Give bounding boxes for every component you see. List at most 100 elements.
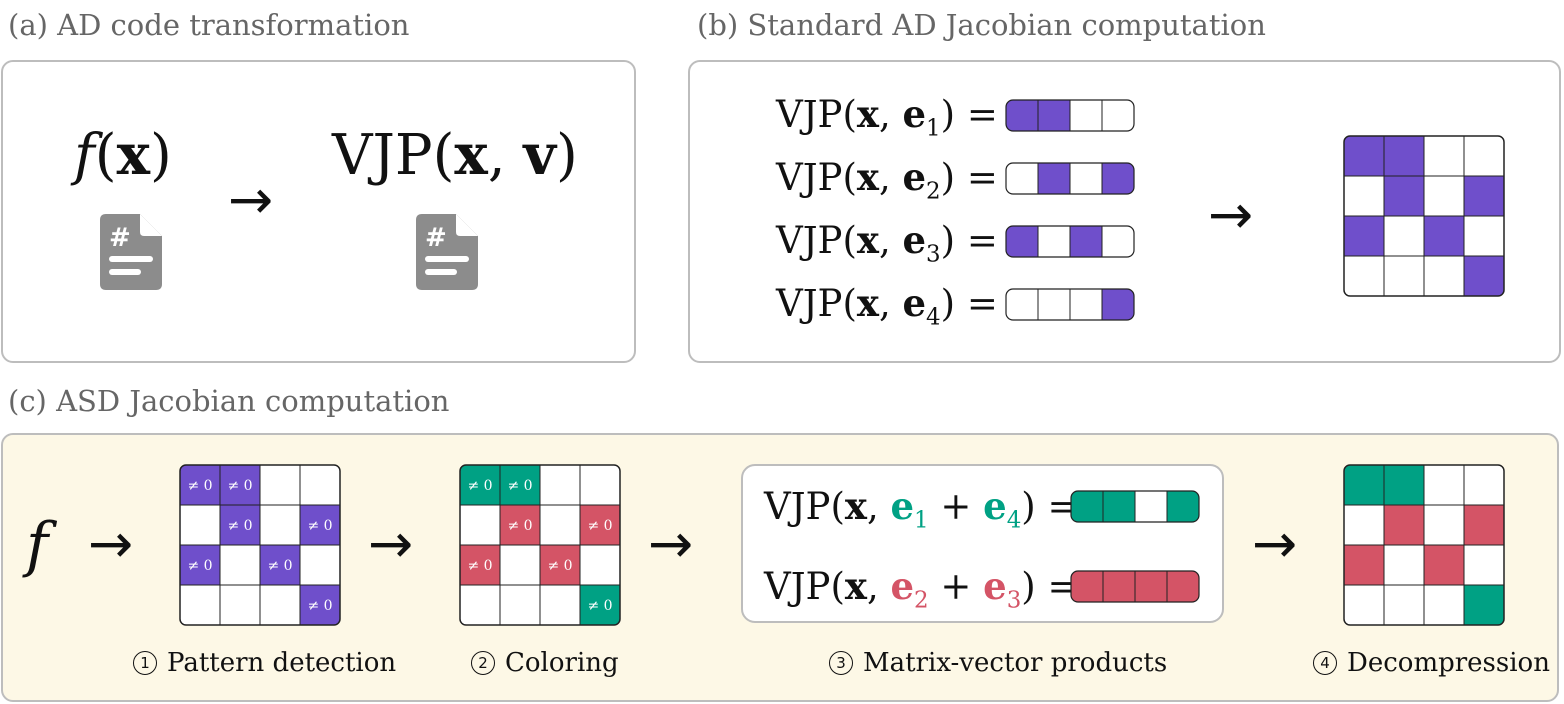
nonzero-label: ≠ 0 — [587, 598, 612, 614]
arrow-4: → — [1252, 512, 1298, 575]
matrix-cell — [180, 465, 221, 506]
vector-cell — [1069, 289, 1103, 320]
matrix-cell — [460, 584, 501, 625]
matrix-cell — [1383, 504, 1425, 546]
vector-cell — [1006, 226, 1039, 257]
vjp-result-vector — [1005, 162, 1135, 195]
step-number-badge: 3 — [829, 651, 853, 675]
vjp-x-v-label: VJP(x, v) — [332, 122, 578, 188]
panel-b — [688, 60, 1561, 363]
coloring-matrix: ≠ 0 ≠ 0 ≠ 0 ≠ 0 ≠ 0 ≠ 0 ≠ 0 — [459, 464, 621, 626]
matrix-cell — [579, 544, 620, 586]
nonzero-label: ≠ 0 — [507, 478, 532, 494]
matrix-cell — [579, 584, 620, 625]
matrix-cell — [579, 465, 620, 506]
matrix-cell — [180, 544, 221, 586]
vector-cell — [1071, 491, 1104, 522]
nonzero-label: ≠ 0 — [507, 518, 532, 534]
nonzero-label: ≠ 0 — [227, 518, 252, 534]
vector-cell — [1037, 289, 1071, 320]
step-text: Pattern detection — [167, 648, 397, 678]
step-label: 3 Matrix-vector products — [829, 648, 1167, 678]
matrix-cell — [1423, 215, 1465, 257]
vector-cell — [1101, 163, 1134, 194]
jacobian-arrow: → — [1208, 183, 1254, 246]
vector-cell — [1037, 163, 1071, 194]
step-label: 1 Pattern detection — [133, 648, 396, 678]
svg-text:#: # — [109, 223, 131, 253]
vector-cell — [1069, 100, 1103, 131]
matrix-cell — [259, 584, 301, 625]
matrix-cell — [1383, 255, 1425, 296]
matrix-cell — [219, 544, 261, 586]
matrix-cell — [539, 544, 581, 586]
step-text: Matrix-vector products — [863, 648, 1168, 678]
matrix-cell — [1423, 504, 1465, 546]
matrix-cell — [1344, 584, 1385, 625]
panel-c-title: (c) ASD Jacobian computation — [8, 384, 450, 418]
matrix-cell — [499, 465, 541, 506]
vector-cell — [1134, 491, 1168, 522]
vjp-row-label: VJP(x, e2) = — [776, 155, 998, 205]
matrix-cell — [259, 465, 301, 506]
jacobian-matrix — [1343, 135, 1505, 297]
matrix-cell — [499, 584, 541, 625]
decompressed-jacobian-matrix — [1343, 464, 1505, 626]
f-label: f — [26, 510, 49, 580]
step-label: 4 Decompression — [1313, 648, 1550, 678]
vjp-result-vector — [1005, 225, 1135, 258]
vector-cell — [1037, 100, 1071, 131]
f-of-x-label: f(x) — [74, 122, 172, 188]
compressed-vjp-vector — [1070, 570, 1200, 603]
step-text: Decompression — [1347, 648, 1550, 678]
matrix-cell — [1344, 215, 1385, 257]
nonzero-label: ≠ 0 — [547, 558, 572, 574]
compressed-vjp-label: VJP(x, e2 + e3) = — [764, 564, 1079, 614]
matrix-cell — [1463, 544, 1504, 586]
matrix-cell — [539, 584, 581, 625]
step-number-badge: 4 — [1313, 651, 1337, 675]
vector-cell — [1006, 163, 1039, 194]
vector-cell — [1101, 226, 1134, 257]
vector-cell — [1166, 571, 1199, 602]
matrix-cell — [499, 544, 541, 586]
arrow-3: → — [648, 512, 694, 575]
nonzero-label: ≠ 0 — [587, 518, 612, 534]
matrix-cell — [299, 544, 340, 586]
matrix-cell — [460, 504, 501, 546]
file-code-icon: # — [100, 214, 162, 290]
matrix-cell — [1423, 465, 1465, 506]
matrix-cell — [460, 544, 501, 586]
nonzero-label: ≠ 0 — [307, 518, 332, 534]
matrix-cell — [1344, 136, 1385, 177]
vector-cell — [1069, 226, 1103, 257]
matrix-cell — [539, 465, 581, 506]
step-number-badge: 2 — [471, 651, 495, 675]
matrix-cell — [1344, 504, 1385, 546]
matrix-cell — [1423, 584, 1465, 625]
matrix-cell — [1423, 255, 1465, 296]
nonzero-label: ≠ 0 — [187, 478, 212, 494]
file-code-icon: # — [416, 214, 478, 290]
vjp-result-vector — [1005, 288, 1135, 321]
matrix-cell — [1423, 544, 1465, 586]
nonzero-label: ≠ 0 — [267, 558, 292, 574]
vector-cell — [1101, 289, 1134, 320]
panel-b-title: (b) Standard AD Jacobian computation — [697, 8, 1266, 42]
matrix-cell — [1423, 175, 1465, 217]
matrix-cell — [1383, 215, 1425, 257]
matrix-cell — [1344, 255, 1385, 296]
matrix-cell — [1463, 255, 1504, 296]
vjp-row-label: VJP(x, e4) = — [776, 281, 998, 331]
matrix-cell — [1463, 504, 1504, 546]
matrix-cell — [219, 465, 261, 506]
matrix-cell — [1383, 136, 1425, 177]
vector-cell — [1006, 289, 1039, 320]
sparsity-pattern-matrix: ≠ 0 ≠ 0 ≠ 0 ≠ 0 ≠ 0 ≠ 0 ≠ 0 — [179, 464, 341, 626]
nonzero-label: ≠ 0 — [467, 558, 492, 574]
matrix-cell — [299, 504, 340, 546]
matrix-cell — [180, 584, 221, 625]
matrix-cell — [1383, 584, 1425, 625]
matrix-cell — [1463, 584, 1504, 625]
vjp-result-vector — [1005, 99, 1135, 132]
